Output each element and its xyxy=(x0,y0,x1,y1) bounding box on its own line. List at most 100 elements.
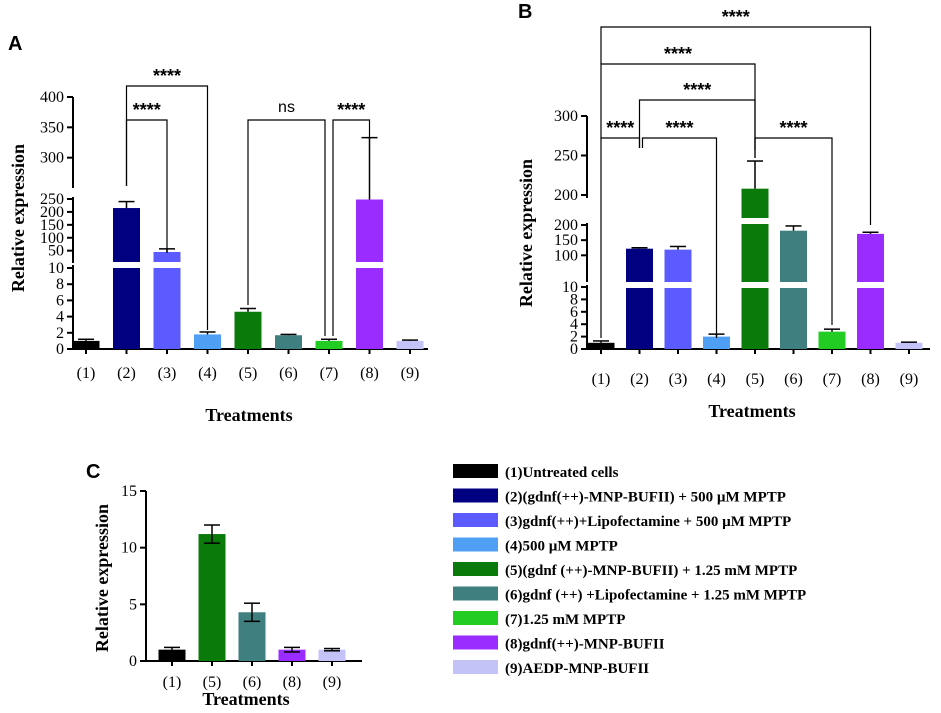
y-tick-label: 50 xyxy=(48,243,64,260)
y-tick-label: 300 xyxy=(554,108,578,125)
y-tick-label: 15 xyxy=(121,483,137,500)
y-tick-label: 150 xyxy=(40,217,64,234)
y-tick-label: 6 xyxy=(570,304,578,321)
legend: (1)Untreated cells (2)(gdnf(++)-MNP-BUFII… xyxy=(453,464,806,677)
x-tick-label: (3) xyxy=(669,371,688,388)
x-tick-label: (9) xyxy=(900,371,919,388)
significance-bracket xyxy=(247,119,326,336)
bar xyxy=(626,248,653,349)
panel-b-letter: B xyxy=(518,1,532,23)
x-tick-label: (1) xyxy=(592,371,611,388)
legend-label: (4)500 µM MPTP xyxy=(505,539,618,555)
axis-break-gap xyxy=(779,282,808,288)
panel-c-chart: Relative expression Treatments 0 5 10 15 (1)… xyxy=(92,483,362,709)
bar xyxy=(356,199,383,349)
legend-swatch xyxy=(453,488,498,503)
significance-label: **** xyxy=(683,80,711,100)
legend-label: (9)AEDP-MNP-BUFII xyxy=(505,661,649,677)
significance-label: **** xyxy=(722,7,750,27)
y-tick-label: 100 xyxy=(554,247,578,264)
panel-b-ylabel: Relative expression xyxy=(516,159,536,307)
x-tick-label: (1) xyxy=(163,674,182,691)
axis-break-gap xyxy=(112,262,141,268)
x-tick-label: (8) xyxy=(861,371,880,388)
x-tick-label: (2) xyxy=(117,365,136,382)
significance-bracket xyxy=(600,63,756,158)
legend-swatch xyxy=(453,513,498,527)
panel-a-chart: Relative expression Treatments 024681050… xyxy=(8,66,428,425)
bar xyxy=(780,230,807,349)
x-tick-label: (9) xyxy=(323,674,342,691)
significance-label: **** xyxy=(337,100,365,120)
panel-b-xlabel: Treatments xyxy=(708,401,795,421)
y-tick-label: 0 xyxy=(129,653,137,670)
x-tick-label: (4) xyxy=(707,371,726,388)
x-tick-label: (6) xyxy=(243,674,262,691)
significance-label: **** xyxy=(779,118,807,138)
bar xyxy=(818,331,846,349)
legend-swatch xyxy=(453,464,498,478)
bar xyxy=(741,188,769,349)
panel-c-letter: C xyxy=(86,461,100,483)
y-tick-label: 6 xyxy=(56,292,64,309)
legend-swatch xyxy=(453,562,498,576)
significance-bracket xyxy=(638,99,756,158)
y-tick-label: 150 xyxy=(554,232,578,249)
bar xyxy=(275,335,302,349)
legend-label: (8)gdnf(++)-MNP-BUFII xyxy=(505,637,665,653)
y-tick-label: 400 xyxy=(40,89,64,106)
y-tick-label: 4 xyxy=(56,309,64,326)
bar xyxy=(857,233,884,349)
legend-swatch xyxy=(453,586,498,601)
bar xyxy=(158,649,186,661)
significance-bracket xyxy=(600,26,872,225)
bar xyxy=(664,249,692,349)
legend-label: (6)gdnf (++) +Lipofectamine + 1.25 mM MP… xyxy=(505,588,806,604)
bar xyxy=(315,340,343,349)
significance-label: **** xyxy=(665,118,693,138)
legend-label: (2)(gdnf(++)-MNP-BUFII) + 500 µM MPTP xyxy=(505,490,786,506)
panel-c-ylabel: Relative expression xyxy=(92,504,112,652)
y-tick-label: 250 xyxy=(40,191,64,208)
bar xyxy=(278,649,306,661)
bar xyxy=(587,342,615,349)
significance-bracket xyxy=(332,119,371,336)
y-tick-label: 10 xyxy=(48,260,64,277)
x-tick-label: (1) xyxy=(77,365,96,382)
y-tick-label: 8 xyxy=(570,291,578,308)
bar xyxy=(703,336,730,349)
bar xyxy=(198,534,226,661)
y-tick-label: 200 xyxy=(554,187,578,204)
significance-bracket xyxy=(125,85,209,330)
x-tick-label: (5) xyxy=(239,365,258,382)
axis-break-gap xyxy=(625,282,654,288)
legend-swatch xyxy=(453,537,498,552)
y-tick-label: 0 xyxy=(570,341,578,358)
panel-c-xlabel: Treatments xyxy=(202,689,289,709)
y-tick-label: 2 xyxy=(56,325,64,342)
x-tick-label: (5) xyxy=(746,371,765,388)
x-tick-label: (7) xyxy=(320,365,339,382)
x-tick-label: (8) xyxy=(283,674,302,691)
axis-break-gap xyxy=(663,282,693,288)
axis-break-gap xyxy=(740,282,770,288)
legend-label: (7)1.25 mM MPTP xyxy=(505,612,625,628)
bar xyxy=(153,251,181,349)
panel-a-ylabel: Relative expression xyxy=(8,144,28,292)
y-tick-label: 10 xyxy=(562,279,578,296)
y-tick-label: 200 xyxy=(554,217,578,234)
legend-label: (3)gdnf(++)+Lipofectamine + 500 µM MPTP xyxy=(505,514,791,530)
y-tick-label: 10 xyxy=(121,540,137,557)
legend-swatch xyxy=(453,660,498,674)
x-tick-label: (7) xyxy=(823,371,842,388)
significance-bracket xyxy=(641,137,718,338)
x-tick-label: (6) xyxy=(784,371,803,388)
y-tick-label: 100 xyxy=(40,230,64,247)
y-tick-label: 250 xyxy=(554,148,578,165)
bar xyxy=(194,334,221,349)
legend-swatch xyxy=(453,635,498,650)
x-tick-label: (4) xyxy=(198,365,217,382)
y-tick-label: 8 xyxy=(56,276,64,293)
y-tick-label: 5 xyxy=(129,596,137,613)
